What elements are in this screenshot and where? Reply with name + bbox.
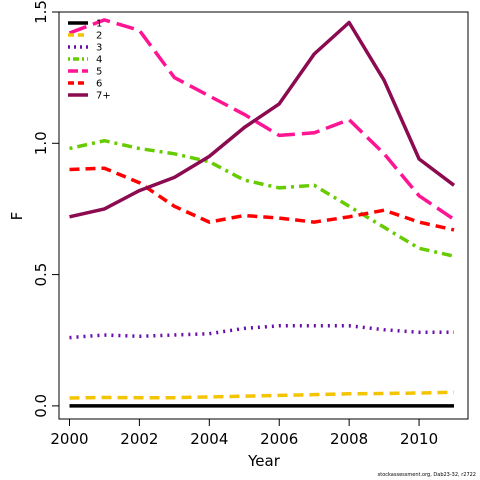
legend-label-7+: 7+	[96, 91, 111, 102]
series-line-4	[69, 138, 455, 258]
x-tick-label: 2000	[50, 430, 88, 448]
x-tick-label: 2010	[400, 430, 438, 448]
footnote: stockassessment.org, Dab23-32, r2722	[378, 472, 476, 478]
x-axis: 2000 2002 2004 2006 2008 2010	[50, 418, 438, 448]
y-tick-label: 1.5	[32, 0, 50, 24]
series-line-7+	[69, 20, 456, 219]
series-layer	[68, 18, 456, 408]
legend-label-5: 5	[96, 67, 102, 78]
y-tick-label: 0.5	[32, 263, 50, 287]
series-line-6	[69, 166, 455, 232]
legend-label-3: 3	[96, 43, 102, 54]
series-line-5	[68, 18, 455, 221]
x-tick-label: 2002	[120, 430, 158, 448]
legend-label-4: 4	[96, 55, 102, 66]
x-tick-label: 2008	[330, 430, 368, 448]
x-axis-title: Year	[247, 452, 281, 470]
legend-label-6: 6	[96, 79, 102, 90]
y-tick-label: 1.0	[32, 131, 50, 155]
x-tick-label: 2004	[190, 430, 228, 448]
legend-label-1: 1	[96, 19, 102, 30]
y-tick-label: 0.0	[32, 394, 50, 418]
legend-label-2: 2	[96, 31, 102, 42]
y-axis: 0.0 0.5 1.0 1.5	[32, 0, 60, 418]
y-axis-title: F	[8, 212, 26, 221]
x-tick-label: 2006	[260, 430, 298, 448]
series-line-3	[69, 324, 454, 340]
series-line-2	[69, 390, 455, 400]
